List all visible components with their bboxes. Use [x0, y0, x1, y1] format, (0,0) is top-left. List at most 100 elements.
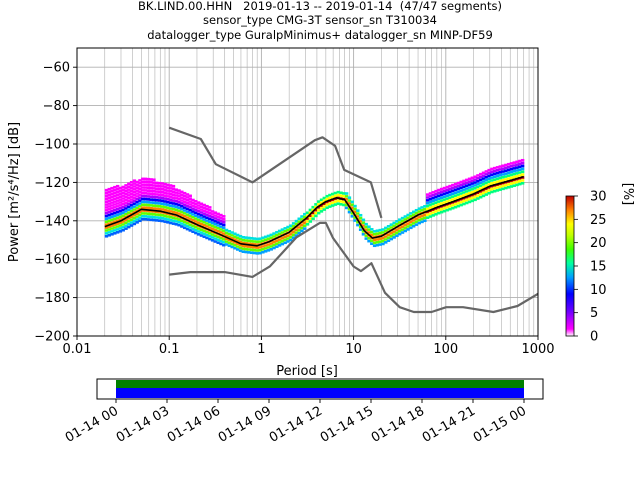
heatmap-cell — [275, 230, 279, 234]
heatmap-cell — [129, 189, 134, 193]
heatmap-cell — [168, 184, 173, 187]
heatmap-cell — [244, 242, 248, 245]
heatmap-cell — [386, 236, 391, 240]
heatmap-cell — [124, 201, 128, 205]
heatmap-cell — [208, 206, 212, 209]
heatmap-cell — [501, 178, 505, 182]
heatmap-cell — [141, 191, 145, 195]
heatmap-cell — [297, 231, 301, 235]
heatmap-cell — [196, 215, 201, 219]
time-tick-label: 01-14 21 — [420, 404, 478, 446]
heatmap-cell — [448, 199, 452, 202]
heatmap-cell — [213, 220, 218, 223]
heatmap-cell — [375, 229, 380, 233]
heatmap-cell — [157, 210, 162, 214]
heatmap-cell — [520, 161, 525, 165]
heatmap-cell — [487, 168, 491, 172]
heatmap-cell — [518, 168, 522, 171]
heatmap-cell — [238, 240, 243, 244]
heatmap-cell — [157, 213, 162, 217]
heatmap-cell — [146, 209, 151, 213]
heatmap-cell — [258, 240, 262, 243]
heatmap-cell — [372, 230, 377, 233]
heatmap-cell — [174, 191, 178, 194]
heatmap-cell — [110, 186, 114, 190]
heatmap-cell — [110, 195, 114, 199]
heatmap-cell — [467, 197, 472, 201]
heatmap-cell — [303, 215, 307, 219]
heatmap-cell — [121, 211, 125, 215]
heatmap-cell — [205, 222, 209, 225]
heatmap-cell — [350, 215, 354, 218]
heatmap-cell — [451, 195, 455, 198]
heatmap-cell — [152, 178, 156, 182]
heatmap-cell — [398, 218, 402, 221]
heatmap-cell — [196, 207, 201, 210]
heatmap-cell — [110, 201, 114, 204]
heatmap-cell — [143, 200, 148, 204]
heatmap-cell — [194, 211, 198, 215]
heatmap-cell — [428, 215, 433, 218]
heatmap-cell — [202, 209, 206, 213]
heatmap-cell — [364, 234, 368, 237]
heatmap-cell — [127, 196, 131, 200]
heatmap-cell — [110, 189, 114, 193]
heatmap-cell — [512, 161, 516, 164]
heatmap-cell — [297, 226, 301, 229]
heatmap-cell — [370, 228, 374, 231]
heatmap-cell — [333, 203, 338, 206]
heatmap-cell — [110, 209, 114, 213]
heatmap-cell — [216, 238, 220, 242]
heatmap-cell — [104, 203, 109, 206]
heatmap-cell — [465, 181, 469, 185]
heatmap-cell — [222, 229, 226, 233]
heatmap-cell — [462, 194, 466, 197]
heatmap-cell — [384, 226, 388, 230]
heatmap-cell — [216, 218, 220, 221]
heatmap-cell — [428, 206, 433, 210]
heatmap-cell — [219, 219, 223, 223]
heatmap-cell — [247, 236, 251, 240]
heatmap-cell — [110, 227, 114, 230]
heatmap-cell — [291, 225, 296, 228]
heatmap-cell — [191, 216, 195, 219]
heatmap-cell — [317, 211, 321, 215]
heatmap-cell — [180, 207, 184, 211]
heatmap-cell — [389, 231, 394, 235]
heatmap-cell — [180, 202, 184, 205]
heatmap-cell — [146, 177, 151, 181]
heatmap-cell — [322, 208, 327, 211]
heatmap-cell — [208, 226, 212, 229]
heatmap-cell — [115, 210, 120, 214]
heatmap-cell — [520, 158, 525, 162]
heatmap-cell — [174, 197, 178, 200]
heatmap-cell — [143, 183, 148, 186]
heatmap-cell — [152, 207, 156, 210]
heatmap-cell — [104, 194, 109, 198]
heatmap-cell — [185, 213, 190, 216]
heatmap-cell — [347, 202, 352, 205]
heatmap-cell — [110, 198, 114, 202]
heatmap-cell — [160, 190, 165, 194]
heatmap-cell — [520, 173, 525, 176]
heatmap-cell — [157, 184, 162, 188]
heatmap-cell — [160, 216, 165, 220]
heatmap-cell — [442, 198, 447, 201]
heatmap-cell — [275, 242, 279, 246]
heatmap-cell — [118, 195, 123, 199]
heatmap-cell — [437, 194, 441, 198]
heatmap-cell — [459, 200, 463, 204]
title-line-3: datalogger_type GuralpMinimus+ datalogge… — [147, 28, 493, 42]
heatmap-cell — [118, 204, 123, 207]
heatmap-cell — [113, 191, 117, 195]
heatmap-cell — [182, 200, 187, 204]
heatmap-cell — [121, 188, 125, 192]
heatmap-cell — [358, 219, 363, 223]
heatmap-cell — [174, 208, 178, 212]
heatmap-cell — [328, 193, 332, 197]
heatmap-cell — [160, 199, 165, 203]
heatmap-cell — [386, 239, 391, 242]
heatmap-cell — [163, 217, 167, 221]
heatmap-cell — [110, 232, 114, 236]
heatmap-cell — [213, 214, 218, 217]
